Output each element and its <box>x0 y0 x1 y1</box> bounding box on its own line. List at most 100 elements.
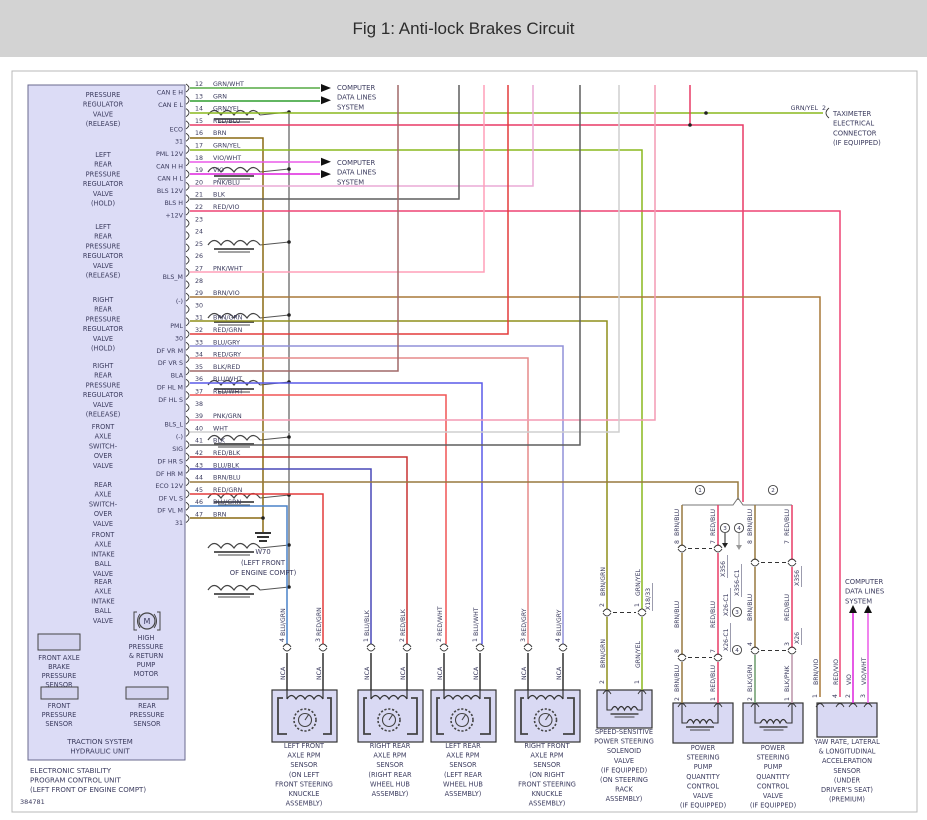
tone-ring-inner <box>538 712 553 728</box>
wire <box>190 210 841 697</box>
computer-data-lines-label: SYSTEM <box>337 103 364 111</box>
component-label: SOLENOID <box>607 747 641 755</box>
pin-number: 16 <box>195 130 203 137</box>
component-label: ACCELERATION <box>822 757 872 765</box>
pin-number: 3 <box>520 638 527 642</box>
computer-data-lines-label: DATA LINES <box>337 94 376 102</box>
pin-chevron-icon <box>185 218 190 228</box>
valve-label: LEFT <box>95 223 112 231</box>
pin-number: 15 <box>195 118 203 125</box>
callout-number: 3 <box>735 610 739 616</box>
component-label: RIGHT FRONT <box>524 742 570 750</box>
pin-number: 1 <box>784 697 791 701</box>
component-label: FRONT <box>48 702 71 710</box>
wire-color-label: RED/GRN <box>213 327 243 334</box>
pin-number: 2 <box>822 105 826 112</box>
pin-chevron-icon <box>185 231 190 240</box>
wire-color-label: RED/VIO <box>213 204 239 211</box>
wire <box>190 85 399 372</box>
pin-number: 41 <box>195 438 203 445</box>
component-label: SENSOR <box>290 761 318 769</box>
pin-number: 8 <box>747 540 754 544</box>
coil-icon <box>207 584 261 592</box>
tone-ring-icon <box>450 708 474 732</box>
valve-label: FRONT <box>92 531 115 539</box>
pin-number: 3 <box>860 694 867 698</box>
pin-chevron-icon <box>185 194 190 204</box>
connector-name: X356 <box>794 570 801 586</box>
sensor-pointer <box>545 713 550 721</box>
wire-color-label: NCA <box>521 666 528 680</box>
pin-chevron-icon <box>185 317 190 327</box>
pin-number: 42 <box>195 450 203 457</box>
component-label: (ON STEERING <box>600 776 648 784</box>
pin-number: 8 <box>674 649 681 653</box>
component-label: AXLE RPM <box>530 752 564 760</box>
wire-color-label: RED/BLU <box>784 594 791 621</box>
signal-label: BLS_M <box>163 274 183 281</box>
pin-chevron-icon <box>185 501 190 511</box>
wire-color-label: RED/WHT <box>437 606 444 636</box>
wire <box>190 85 534 187</box>
front-pressure-sensor-box <box>40 686 79 700</box>
wire-color-label: NCA <box>400 666 407 680</box>
component-label: STEERING <box>756 754 789 762</box>
pin-chevron-icon <box>185 489 190 499</box>
ground-location: OF ENGINE COMPT) <box>230 569 297 577</box>
pin-number: 1 <box>634 603 641 607</box>
pin-number: 13 <box>195 93 203 100</box>
connector-icon <box>439 643 449 648</box>
pin-chevron-icon <box>185 354 190 363</box>
signal-label: DF HL M <box>157 385 183 392</box>
component-label: DRIVER'S SEAT) <box>821 786 873 794</box>
wire-color-label: RED/GRN <box>316 607 323 636</box>
wire-color-label: BRN/BLU <box>674 509 681 536</box>
wire-color-label: BLU/BLK <box>213 462 240 469</box>
control-unit-label: ELECTRONIC STABILITY <box>30 767 112 775</box>
pin-number: 2 <box>747 697 754 701</box>
wire-color-label: GRN/WHT <box>213 81 244 88</box>
pin-number: 30 <box>195 302 203 309</box>
valve-label: PRESSURE <box>86 170 121 178</box>
component-label: RIGHT REAR <box>370 742 411 750</box>
pin-number: 1 <box>710 697 717 701</box>
pin-number: 12 <box>195 81 203 88</box>
wire <box>190 456 408 644</box>
computer-data-lines-label: COMPUTER <box>337 159 375 167</box>
component-label: PRESSURE <box>42 711 77 719</box>
signal-label: DF HL S <box>158 397 183 404</box>
valve-label: BALL <box>95 560 112 568</box>
computer-data-lines-label: DATA LINES <box>845 588 884 596</box>
component-label: SPEED-SENSITIVE <box>595 728 653 736</box>
sensor-bracket <box>277 697 287 735</box>
wire-color-label: RED/BLU <box>710 509 717 536</box>
pin-chevron-icon <box>185 243 190 253</box>
wire-color-label: BRN <box>213 130 227 137</box>
pin-number: 3 <box>315 638 322 642</box>
pin-number: 20 <box>195 179 203 186</box>
callout-number: 4 <box>735 648 739 654</box>
pin-chevron-icon <box>185 268 190 277</box>
component-label: FRONT STEERING <box>275 780 333 788</box>
pin-number: 2 <box>399 638 406 642</box>
component-label: (UNDER <box>834 776 861 784</box>
signal-label: DF VL S <box>159 495 183 502</box>
computer-data-lines-label: SYSTEM <box>337 178 364 186</box>
valve-label: PRESSURE <box>86 381 121 389</box>
pin-chevron-icon <box>185 452 190 462</box>
sensor-pointer <box>461 713 467 721</box>
valve-label: REAR <box>94 481 112 489</box>
valve-label: FRONT <box>92 423 115 431</box>
sensor-bracket <box>520 697 528 735</box>
sensor-bracket <box>436 697 444 735</box>
pin-number: 37 <box>195 389 203 396</box>
pin-number: 2 <box>599 680 606 684</box>
component-label: VALVE <box>614 757 634 765</box>
signal-label: CAN E L <box>158 102 183 109</box>
component-label: SENSOR <box>833 767 861 775</box>
pin-chevron-icon <box>185 83 190 93</box>
wire-color-label: BLU/WHT <box>473 607 480 636</box>
wire-color-label: VIO/WHT <box>213 155 241 162</box>
wire <box>190 149 643 609</box>
pin-chevron-icon <box>185 428 190 437</box>
